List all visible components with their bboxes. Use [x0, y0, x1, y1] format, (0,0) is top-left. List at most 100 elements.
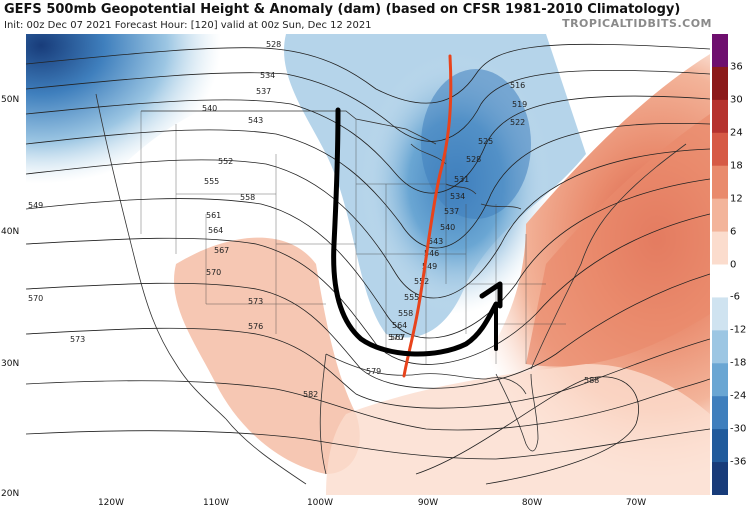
colorbar-swatch — [712, 363, 728, 397]
positive-anomaly-east-band — [526, 114, 710, 367]
colorbar-swatch — [712, 231, 728, 265]
colorbar-tick-label: 30 — [730, 94, 743, 106]
lat-label-20n: 20N — [1, 489, 20, 499]
florida — [495, 373, 539, 452]
contour-label: 537 — [256, 87, 271, 96]
contour-label: 570 — [388, 333, 403, 342]
colorbar-tick-label: -18 — [730, 357, 747, 369]
lon-label-100w: 100W — [306, 498, 334, 508]
brand-watermark: TROPICALTIDBITS.COM — [562, 17, 712, 30]
west-coast — [95, 93, 227, 420]
contour-label: 528 — [266, 40, 281, 49]
contour-line — [26, 428, 710, 460]
colorbar-tick-label: 6 — [730, 226, 737, 238]
colorbar-tick-label: 24 — [730, 127, 743, 139]
colorbar-swatch — [712, 429, 728, 463]
contour-label: 534 — [260, 71, 275, 80]
contour-label: 576 — [248, 322, 263, 331]
lat-label-40n: 40N — [1, 227, 20, 237]
contour-line — [26, 123, 710, 249]
contour-label: 567 — [214, 246, 229, 255]
negative-anomaly-west — [26, 34, 326, 264]
lat-label-50n: 50N — [1, 95, 20, 105]
anomaly-colorbar — [712, 34, 728, 495]
colorbar-tick-label: -30 — [730, 423, 747, 435]
contour-line — [26, 95, 710, 194]
contour-label: 558 — [398, 309, 413, 318]
contour-line — [26, 69, 710, 142]
gulf-coast — [325, 353, 527, 395]
colorbar-swatch — [712, 264, 728, 298]
contour-label: 561 — [206, 211, 221, 220]
contour-label: 534 — [450, 192, 465, 201]
contour-label: 537 — [444, 207, 459, 216]
contour-label: 549 — [28, 201, 43, 210]
colorbar-tick-label: 0 — [730, 259, 737, 270]
contour-label: 573 — [70, 335, 85, 344]
colorbar-swatch — [712, 198, 728, 233]
contour-label: 543 — [248, 116, 263, 125]
contour-label: 570 — [206, 268, 221, 277]
colorbar-swatch — [712, 297, 728, 331]
contour-line — [26, 43, 710, 104]
contour-label: 555 — [404, 293, 419, 302]
map-subtitle: Init: 00z Dec 07 2021 Forecast Hour: [12… — [4, 20, 372, 31]
colorbar-tick-label: -24 — [730, 390, 747, 402]
contour-label: 531 — [454, 175, 469, 184]
contour-line — [26, 178, 710, 339]
contour-label: 582 — [303, 390, 318, 399]
colorbar-tick-label: 12 — [730, 193, 743, 205]
colorbar-swatch — [712, 99, 728, 134]
contour-label: 546 — [424, 249, 439, 258]
trough-deep-anomaly — [421, 69, 531, 219]
flow-arrow-path — [331, 107, 499, 357]
contour-label: 567 — [390, 333, 405, 342]
contour-label: 540 — [202, 104, 217, 113]
contour-line — [26, 327, 710, 409]
flow-arrow-head — [479, 281, 503, 309]
height-contours — [26, 43, 710, 485]
contour-label: 564 — [208, 226, 223, 235]
lon-label-110w: 110W — [202, 498, 230, 508]
colorbar-swatch — [712, 66, 728, 101]
colorbar-tick-label: 18 — [730, 160, 743, 172]
contour-label: 519 — [512, 100, 527, 109]
contour-label: 516 — [510, 81, 525, 90]
map-title: GEFS 500mb Geopotential Height & Anomaly… — [4, 2, 681, 17]
contour-label: 540 — [440, 223, 455, 232]
state-lines-west — [140, 111, 356, 334]
colorbar-tick-label: 36 — [730, 61, 743, 73]
contour-588 — [415, 376, 639, 485]
contour-label: 570 — [28, 294, 43, 303]
colorbar-tick-label: -12 — [730, 324, 747, 336]
positive-anomaly-gulf — [326, 364, 710, 495]
contour-label: 552 — [218, 157, 233, 166]
colorbar-swatch — [712, 396, 728, 430]
colorbar-tick-label: -6 — [730, 291, 740, 303]
lat-label-30n: 30N — [1, 359, 20, 369]
contour-label: 573 — [248, 297, 263, 306]
lon-label-80w: 80W — [521, 498, 543, 508]
colorbar-swatch — [712, 330, 728, 364]
positive-anomaly-southwest — [174, 237, 360, 474]
contour-line — [26, 213, 710, 365]
state-lines-central — [355, 119, 466, 364]
contour-label: 543 — [428, 237, 443, 246]
contour-label: 579 — [366, 367, 381, 376]
lon-label-120w: 120W — [97, 498, 125, 508]
contour-line — [26, 148, 710, 299]
colorbar-swatch — [712, 165, 728, 200]
contour-label: 522 — [510, 118, 525, 127]
colorbar-swatch — [712, 34, 728, 68]
colorbar-swatch — [712, 132, 728, 167]
contour-label: 528 — [466, 155, 481, 164]
contour-label: 549 — [422, 262, 437, 271]
colorbar-swatch — [712, 462, 728, 495]
trough-axis-line — [402, 54, 453, 378]
lon-label-70w: 70W — [625, 498, 647, 508]
east-coast — [530, 143, 687, 370]
contour-labels: 528 534 537 540 543 549 552 555 558 561 … — [28, 40, 599, 399]
contour-line — [26, 273, 710, 389]
contour-label: 558 — [240, 193, 255, 202]
